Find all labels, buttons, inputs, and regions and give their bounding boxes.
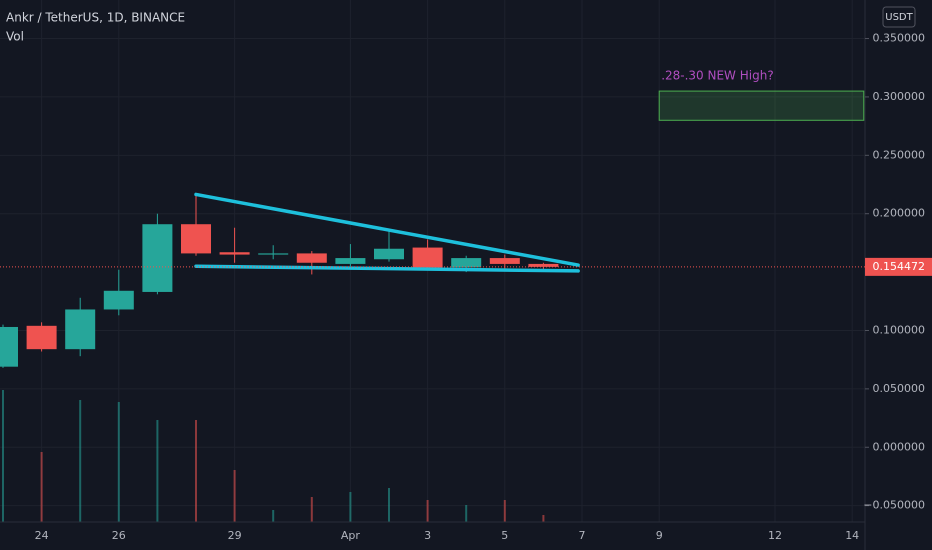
volume-bar — [349, 492, 352, 522]
volume-bar — [310, 497, 313, 522]
volume-bar — [388, 488, 390, 522]
volume-bar — [426, 500, 429, 522]
candle-body — [412, 247, 443, 268]
x-tick-label: 7 — [579, 529, 586, 542]
target-zone — [658, 90, 865, 121]
volume-label: Vol — [6, 30, 24, 44]
candle-body — [26, 325, 57, 350]
y-tick-label: 0.000000 — [873, 440, 926, 453]
volume-bar — [195, 420, 197, 522]
x-tick-label: 24 — [35, 529, 49, 542]
trendline — [194, 264, 580, 273]
volume-bar — [503, 500, 506, 522]
candle-body — [65, 309, 96, 350]
volume-bar — [156, 420, 159, 522]
trendline — [194, 192, 580, 267]
last-price-box — [865, 257, 932, 276]
volume-bar — [117, 402, 120, 522]
y-tick-label: 0.350000 — [873, 32, 926, 45]
annotation-text: .28-.30 NEW High? — [661, 69, 774, 83]
currency-label[interactable]: USDT — [885, 12, 913, 23]
x-tick-label: 9 — [656, 529, 663, 542]
volume-bar — [272, 510, 275, 522]
x-tick-label: 26 — [112, 529, 126, 542]
volume-bar — [465, 505, 468, 522]
candle-body — [451, 258, 482, 268]
y-tick-label: 0.050000 — [873, 382, 926, 395]
candle-body — [142, 224, 173, 292]
candle-body — [374, 248, 404, 260]
x-tick-label: 3 — [424, 529, 431, 542]
candle-body — [489, 258, 520, 264]
x-tick-label: 29 — [228, 529, 242, 542]
x-tick-label: 5 — [501, 529, 508, 542]
candle-body — [258, 253, 289, 255]
y-tick-label: −0.050000 — [863, 499, 925, 512]
volume-bar — [79, 400, 82, 522]
y-tick-label: 0.300000 — [873, 90, 926, 103]
candle-body — [219, 252, 250, 255]
y-tick-label: 0.100000 — [873, 323, 926, 336]
candle-body — [181, 224, 211, 254]
volume-bar — [233, 470, 236, 522]
candle-body — [103, 290, 134, 310]
y-tick-label: 0.200000 — [873, 207, 926, 220]
y-tick-label: 0.250000 — [873, 148, 926, 161]
x-tick-label: Apr — [341, 529, 361, 542]
candle-body — [528, 263, 559, 267]
candle-body — [0, 326, 18, 367]
chart-title: Ankr / TetherUS, 1D, BINANCE — [6, 11, 185, 25]
volume-bar — [2, 390, 4, 522]
volume-bar — [542, 515, 545, 522]
x-tick-label: 14 — [845, 529, 859, 542]
x-tick-label: 12 — [768, 529, 782, 542]
last-price-label: 0.154472 — [873, 260, 926, 273]
candle-body — [335, 258, 366, 264]
volume-bar — [40, 452, 43, 522]
currency-button[interactable] — [882, 6, 916, 28]
candle-body — [296, 253, 327, 263]
